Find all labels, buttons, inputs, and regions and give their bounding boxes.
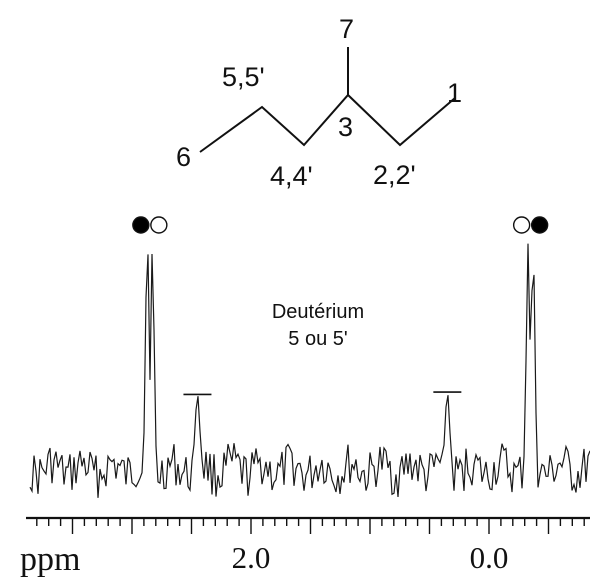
peak-marker-open-1 (150, 216, 168, 234)
axis-unit-label: ppm (20, 541, 80, 578)
annotation-line-2: 5 ou 5' (288, 328, 347, 350)
carbon-label-1: 1 (447, 78, 462, 108)
spectrum-line (29, 243, 590, 498)
spectrum (29, 216, 590, 498)
ppm-axis: ppm 2.0 0.0 (20, 516, 590, 578)
carbon-label-6: 6 (176, 142, 191, 172)
peak-marker-filled-1 (132, 216, 150, 234)
carbon-label-44: 4,4' (270, 161, 313, 191)
peak-marker-filled-2 (530, 216, 549, 234)
deuterium-annotation: Deutérium 5 ou 5' (272, 301, 364, 350)
molecule-structure (199, 47, 456, 153)
tick-label-1: 2.0 (232, 540, 271, 575)
carbon-label-22: 2,2' (373, 160, 416, 190)
tick-label-2: 0.0 (470, 540, 509, 575)
carbon-label-7: 7 (339, 14, 354, 44)
carbon-chain (199, 93, 456, 153)
carbon-label-3: 3 (338, 112, 353, 142)
annotation-line-1: Deutérium (272, 301, 364, 323)
tick-labels: 2.0 0.0 (232, 540, 509, 575)
carbon-label-55: 5,5' (222, 62, 265, 92)
molecule-labels: 7 5,5' 1 3 6 4,4' 2,2' (176, 14, 462, 191)
minor-ticks (36, 518, 585, 534)
peak-marker-open-2 (512, 216, 531, 234)
